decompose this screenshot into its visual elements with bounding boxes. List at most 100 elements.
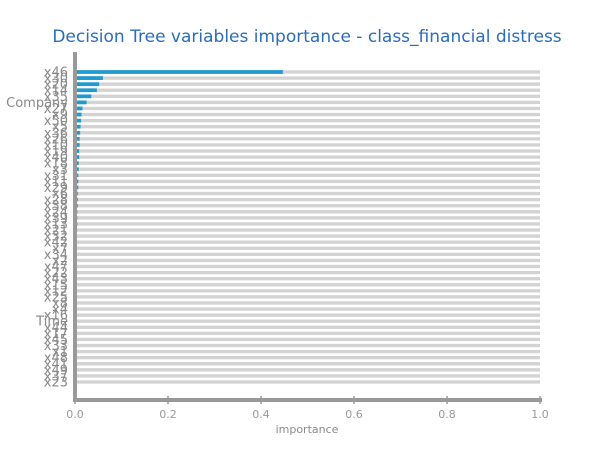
category-band bbox=[75, 343, 540, 348]
category-band bbox=[75, 161, 540, 165]
category-band bbox=[75, 216, 540, 220]
x-tick-label: 1.0 bbox=[531, 408, 549, 421]
category-band bbox=[75, 356, 540, 360]
y-tick-label: x50 bbox=[44, 114, 68, 129]
y-tick-label: x4 bbox=[52, 303, 68, 318]
category-band bbox=[75, 112, 540, 117]
category-band bbox=[75, 70, 540, 74]
bar-x19 bbox=[75, 149, 80, 153]
bar-x27 bbox=[75, 106, 83, 111]
bar-x35 bbox=[75, 94, 92, 99]
x-tick-label: 0.0 bbox=[66, 408, 84, 421]
category-band bbox=[75, 295, 540, 299]
category-band bbox=[75, 337, 540, 342]
y-tick-label: x35 bbox=[44, 90, 68, 105]
y-tick-label: x3 bbox=[52, 163, 68, 178]
category-band bbox=[75, 368, 540, 372]
y-axis-labels: x46x30x20x14x35Companyx27x9x50x5x36x26x1… bbox=[6, 66, 68, 391]
category-band bbox=[75, 307, 540, 311]
y-tick-label: x11 bbox=[44, 175, 68, 190]
bar-x36 bbox=[75, 130, 81, 135]
category-band bbox=[75, 258, 540, 263]
category-band bbox=[75, 137, 540, 141]
category-band bbox=[75, 167, 540, 171]
y-tick-label: x28 bbox=[44, 193, 68, 208]
category-band bbox=[75, 94, 540, 98]
category-band bbox=[75, 313, 540, 317]
y-tick-label: x45 bbox=[44, 333, 68, 348]
y-tick-label: x41 bbox=[44, 357, 68, 372]
y-tick-label: x7 bbox=[52, 242, 68, 257]
y-tick-label: x15 bbox=[44, 278, 68, 293]
y-tick-label: x5 bbox=[52, 120, 68, 135]
y-tick-label: x12 bbox=[44, 284, 68, 299]
y-tick-label: x44 bbox=[44, 321, 68, 336]
bar-x40 bbox=[75, 155, 80, 159]
category-band bbox=[75, 349, 540, 354]
y-tick-label: x49 bbox=[44, 363, 68, 378]
category-band bbox=[75, 155, 540, 159]
y-tick-label: x39 bbox=[44, 211, 68, 226]
bar-x5 bbox=[75, 124, 81, 129]
y-tick-label: x42 bbox=[44, 236, 68, 251]
y-tick-label: x33 bbox=[44, 339, 68, 354]
y-tick-label: x40 bbox=[44, 151, 68, 166]
y-tick-label: x38 bbox=[44, 199, 68, 214]
category-band bbox=[75, 191, 540, 196]
y-tick-label: x6 bbox=[52, 187, 68, 202]
x-tick-label: 0.4 bbox=[252, 408, 270, 421]
y-tick-label: x20 bbox=[44, 78, 68, 93]
y-tick-label: x21 bbox=[44, 224, 68, 239]
category-band bbox=[75, 222, 540, 226]
category-band bbox=[75, 88, 540, 92]
y-tick-label: x37 bbox=[44, 369, 68, 384]
y-tick-label: x10 bbox=[44, 138, 68, 153]
category-band bbox=[75, 277, 540, 281]
category-band bbox=[75, 149, 540, 153]
y-tick-label: x8 bbox=[52, 296, 68, 311]
bar-x10 bbox=[75, 143, 80, 147]
x-axis-ticks: 0.0 0.2 0.4 0.6 0.8 1.0 bbox=[66, 396, 549, 421]
category-band bbox=[75, 210, 540, 214]
category-band bbox=[75, 185, 540, 190]
y-tick-label: x24 bbox=[44, 205, 68, 220]
y-tick-label: x23 bbox=[44, 376, 68, 391]
category-band bbox=[75, 204, 540, 208]
category-band bbox=[75, 125, 540, 129]
y-tick-label: x13 bbox=[44, 217, 68, 232]
y-tick-label: x18 bbox=[44, 157, 68, 172]
category-band bbox=[75, 264, 540, 269]
bar-x14 bbox=[75, 88, 97, 93]
x-axis-title: importance bbox=[276, 423, 339, 436]
y-tick-label: x36 bbox=[44, 126, 68, 141]
y-tick-label: x48 bbox=[44, 351, 68, 366]
y-tick-label: Company bbox=[6, 96, 68, 111]
bar-x20 bbox=[75, 82, 100, 87]
axes bbox=[73, 52, 542, 402]
category-band bbox=[75, 131, 540, 135]
category-band bbox=[75, 118, 540, 123]
y-tick-label: x47 bbox=[44, 260, 68, 275]
x-tick-label: 0.6 bbox=[345, 408, 363, 421]
y-tick-label: x31 bbox=[44, 169, 68, 184]
bar-x30 bbox=[75, 76, 103, 80]
category-band bbox=[75, 76, 540, 80]
category-band bbox=[75, 246, 540, 250]
bar-x9 bbox=[75, 112, 82, 117]
category-band bbox=[75, 331, 540, 336]
y-tick-label: x17 bbox=[44, 327, 68, 342]
category-band bbox=[75, 301, 540, 305]
bar-Company bbox=[75, 100, 87, 105]
category-band bbox=[75, 252, 540, 257]
category-band bbox=[75, 374, 540, 378]
category-band bbox=[75, 325, 540, 329]
y-tick-label: x34 bbox=[44, 248, 68, 263]
category-band bbox=[75, 197, 540, 202]
bar-x26 bbox=[75, 136, 80, 141]
category-band bbox=[75, 173, 540, 177]
category-band bbox=[75, 228, 540, 232]
y-tick-label: x46 bbox=[44, 66, 68, 81]
y-tick-label: x26 bbox=[44, 132, 68, 147]
bar-x46 bbox=[75, 70, 283, 74]
